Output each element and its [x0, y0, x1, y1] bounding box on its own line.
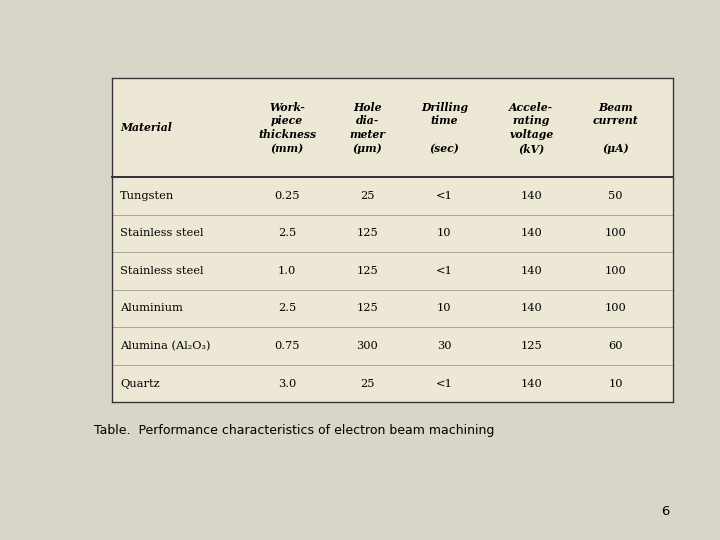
Text: Tungsten: Tungsten — [120, 191, 174, 201]
Text: 300: 300 — [356, 341, 378, 351]
Text: 125: 125 — [356, 303, 378, 314]
Text: Stainless steel: Stainless steel — [120, 266, 204, 276]
Text: <1: <1 — [436, 266, 453, 276]
Text: 100: 100 — [605, 228, 626, 239]
Text: <1: <1 — [436, 191, 453, 201]
Text: 140: 140 — [521, 191, 542, 201]
Text: 140: 140 — [521, 303, 542, 314]
Text: 140: 140 — [521, 266, 542, 276]
Text: 0.25: 0.25 — [274, 191, 300, 201]
Text: Alumina (Al₂O₃): Alumina (Al₂O₃) — [120, 341, 211, 351]
Text: Beam
current

(μA): Beam current (μA) — [593, 102, 639, 154]
Text: 25: 25 — [360, 191, 374, 201]
Text: 50: 50 — [608, 191, 623, 201]
Text: 140: 140 — [521, 228, 542, 239]
Text: 10: 10 — [437, 303, 451, 314]
Text: 100: 100 — [605, 266, 626, 276]
Text: Hole
dia-
meter
(μm): Hole dia- meter (μm) — [349, 102, 385, 154]
Text: 1.0: 1.0 — [278, 266, 296, 276]
Text: 125: 125 — [521, 341, 542, 351]
Text: 0.75: 0.75 — [274, 341, 300, 351]
Text: Stainless steel: Stainless steel — [120, 228, 204, 239]
Text: Accele-
rating
voltage
(kV): Accele- rating voltage (kV) — [509, 102, 554, 154]
Text: <1: <1 — [436, 379, 453, 389]
Text: 140: 140 — [521, 379, 542, 389]
FancyBboxPatch shape — [112, 78, 673, 402]
Text: 30: 30 — [437, 341, 451, 351]
Text: 10: 10 — [437, 228, 451, 239]
Text: Quartz: Quartz — [120, 379, 160, 389]
Text: 2.5: 2.5 — [278, 303, 296, 314]
Text: 6: 6 — [661, 505, 670, 518]
Text: Material: Material — [120, 122, 172, 133]
Text: 10: 10 — [608, 379, 623, 389]
Text: Work-
piece
thickness
(mm): Work- piece thickness (mm) — [258, 102, 316, 154]
Text: 60: 60 — [608, 341, 623, 351]
Text: Aluminium: Aluminium — [120, 303, 183, 314]
Text: Drilling
time

(sec): Drilling time (sec) — [420, 102, 468, 154]
Text: 125: 125 — [356, 266, 378, 276]
Text: Table.  Performance characteristics of electron beam machining: Table. Performance characteristics of el… — [94, 424, 494, 437]
Text: 100: 100 — [605, 303, 626, 314]
Text: 2.5: 2.5 — [278, 228, 296, 239]
Text: 3.0: 3.0 — [278, 379, 296, 389]
Text: 25: 25 — [360, 379, 374, 389]
Text: 125: 125 — [356, 228, 378, 239]
